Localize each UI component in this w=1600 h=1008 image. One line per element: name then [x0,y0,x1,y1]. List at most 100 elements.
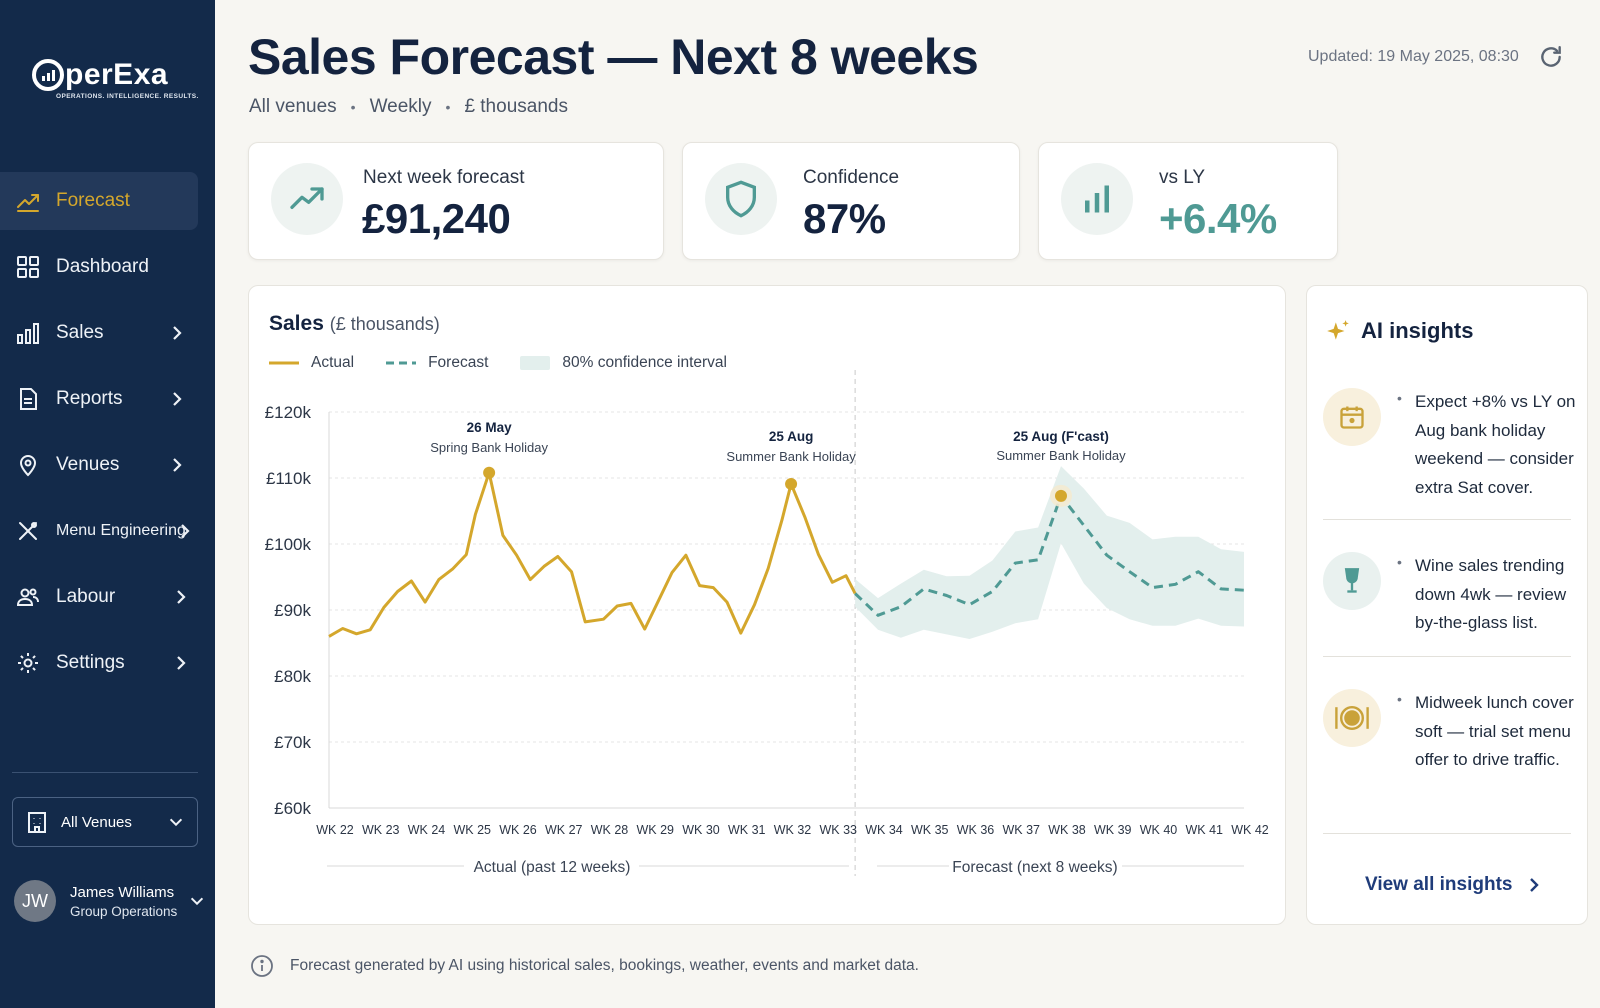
x-tick-label: WK 29 [636,823,674,837]
separator-dot: • [445,99,451,115]
sidebar-item-dashboard[interactable]: Dashboard [0,238,215,296]
highlight-point [1055,489,1067,502]
page-title: Sales Forecast — Next 8 weeks [248,29,979,85]
annotation-subtitle: Spring Bank Holiday [430,440,548,455]
sidebar-item-sales[interactable]: Sales [0,304,215,362]
chevron-down-icon [169,818,183,827]
confidence-band [855,466,1244,639]
kpi-label: vs LY [1159,167,1206,188]
refresh-icon[interactable] [1538,44,1564,70]
highlight-point [483,466,496,479]
legend-label: Forecast [428,354,489,371]
legend-ci[interactable]: 80% confidence interval [520,354,727,372]
annotation-title: 25 Aug [769,429,814,444]
sidebar-item-label: Labour [56,586,116,607]
x-tick-label: WK 35 [911,823,949,837]
kpi-value: +6.4% [1159,195,1277,242]
user-menu[interactable]: JW James Williams Group Operations [14,880,204,922]
chevron-right-icon [181,524,190,538]
insight-divider [1323,519,1571,520]
document-icon [16,387,40,411]
building-icon [28,812,46,833]
annotation-title: 26 May [467,420,513,435]
y-tick-label: £70k [274,733,311,752]
shield-icon [705,163,777,235]
utensils-icon [16,519,40,543]
kpi-vs-ly: vs LY +6.4% [1038,142,1338,260]
logo-mark-icon [32,59,64,91]
y-tick-label: £100k [265,535,312,554]
sidebar-item-label: Menu Engineering [56,522,186,539]
annotation-title: 25 Aug (F'cast) [1013,429,1109,444]
insights-header: AI insights [1325,318,1473,344]
trending-up-icon [16,189,40,213]
page-subtitle: All venues • Weekly • £ thousands [249,96,568,118]
x-tick-label: WK 31 [728,823,766,837]
x-tick-label: WK 27 [545,823,583,837]
view-all-insights-link[interactable]: View all insights [1365,874,1544,896]
sidebar-item-venues[interactable]: Venues [0,436,215,494]
sidebar-item-reports[interactable]: Reports [0,370,215,428]
bullet: • [1397,691,1402,707]
chart-legend: Actual Forecast 80% confidence interval [269,354,759,372]
insight-text: Expect +8% vs LY on Aug bank holiday wee… [1415,392,1576,497]
link-label: View all insights [1365,874,1513,895]
info-icon [251,955,273,977]
logo-text: perExa [65,58,169,91]
sales-chart[interactable]: £120k £110k £100k £90k £80k £70k £60k WK 22 WK … [249,286,1287,926]
sidebar-item-settings[interactable]: Settings [0,634,215,692]
venue-select[interactable]: All Venues [12,797,198,847]
calendar-icon [1323,388,1381,446]
y-tick-label: £60k [274,799,311,818]
app-logo[interactable]: perExa OPERATIONS. INTELLIGENCE. RESULTS… [32,58,199,100]
legend-actual[interactable]: Actual [269,354,354,372]
sidebar-item-forecast[interactable]: Forecast [0,172,198,230]
x-tick-label: WK 28 [591,823,629,837]
insight-divider [1323,656,1571,657]
x-tick-label: WK 26 [499,823,537,837]
bullet: • [1397,390,1402,406]
chart-title-text: Sales [269,312,324,335]
y-tick-label: £80k [274,667,311,686]
sidebar-item-labour[interactable]: Labour [0,568,215,626]
trending-up-icon [271,163,343,235]
x-tick-label: WK 38 [1048,823,1086,837]
user-role: Group Operations [70,903,178,919]
legend-forecast[interactable]: Forecast [386,354,488,372]
legend-ci-swatch [520,356,551,370]
section-label-actual: Actual (past 12 weeks) [474,859,631,876]
actual-series-line [328,471,857,638]
kpi-label: Next week forecast [363,167,525,188]
bullet: • [1397,554,1402,570]
x-tick-label: WK 24 [408,823,446,837]
sidebar-item-label: Settings [56,652,125,673]
x-tick-label: WK 30 [682,823,720,837]
y-tick-label: £120k [265,403,312,422]
avatar: JW [14,880,56,922]
insight-text: Wine sales trending down 4wk — review by… [1415,556,1567,632]
kpi-next-week: Next week forecast £91,240 [248,142,664,260]
annotation-subtitle: Summer Bank Holiday [726,449,856,464]
y-tick-label: £110k [266,469,312,488]
subtitle-unit: £ thousands [464,96,568,117]
sidebar-item-label: Reports [56,388,123,409]
separator-dot: • [350,99,356,115]
sidebar-item-menu-engineering[interactable]: Menu Engineering [0,502,215,560]
x-tick-label: WK 33 [819,823,857,837]
section-label-forecast: Forecast (next 8 weeks) [952,859,1117,876]
gear-icon [16,651,40,675]
chevron-right-icon [177,656,186,670]
annotation-subtitle: Summer Bank Holiday [996,448,1126,463]
footnote-text: Forecast generated by AI using historica… [290,957,919,974]
x-tick-label: WK 40 [1140,823,1178,837]
map-pin-icon [16,453,40,477]
chart-title: Sales (£ thousands) [269,312,440,336]
chevron-right-icon [177,590,186,604]
chart-title-unit: (£ thousands) [329,314,440,334]
plate-icon [1323,689,1381,747]
legend-forecast-swatch [386,361,417,365]
chevron-down-icon [190,897,204,906]
x-tick-label: WK 42 [1231,823,1269,837]
subtitle-period: Weekly [369,96,432,117]
footnote: Forecast generated by AI using historica… [250,954,919,978]
